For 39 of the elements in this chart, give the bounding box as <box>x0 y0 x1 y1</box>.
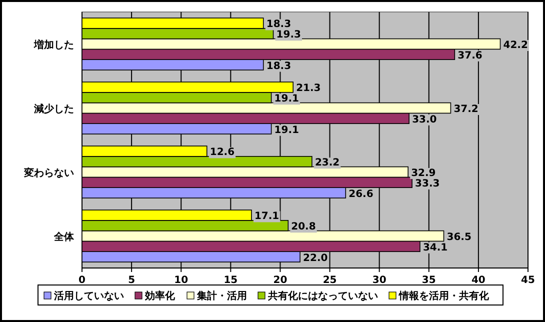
data-label: 21.3 <box>296 83 321 94</box>
data-label: 19.3 <box>276 30 301 41</box>
data-label: 23.2 <box>314 158 340 169</box>
x-tick-label: 30 <box>372 275 386 286</box>
x-tick-label: 35 <box>422 275 436 286</box>
x-tick-label: 0 <box>78 275 86 286</box>
data-label: 34.1 <box>422 242 448 254</box>
legend-label: 共有化にはなっていない <box>267 290 378 302</box>
x-tick-label: 40 <box>471 275 486 286</box>
data-label: 22.0 <box>303 252 328 264</box>
x-tick-label: 20 <box>273 275 288 286</box>
y-tick-label: 変わらない <box>23 167 74 179</box>
legend-label: 効率化 <box>144 290 176 302</box>
x-tick-label: 5 <box>128 275 136 286</box>
data-label: 33.0 <box>412 114 437 126</box>
data-label: 20.8 <box>291 222 316 233</box>
data-label: 18.3 <box>266 60 292 72</box>
data-label: 17.1 <box>254 211 280 222</box>
data-label: 37.2 <box>454 104 478 115</box>
x-tick-label: 10 <box>174 275 188 286</box>
data-label: 19.1 <box>274 124 300 136</box>
data-label: 26.6 <box>348 188 374 200</box>
y-tick-label: 全体 <box>53 231 75 243</box>
y-tick-label: 減少した <box>33 103 74 115</box>
data-label: 33.3 <box>415 178 440 190</box>
legend-label: 情報を活用・共有化 <box>398 290 490 302</box>
x-tick-label: 45 <box>521 275 535 286</box>
x-tick-label: 15 <box>224 275 238 286</box>
data-label: 19.1 <box>274 94 300 105</box>
data-label: 37.6 <box>458 50 482 62</box>
data-label: 18.3 <box>266 19 292 30</box>
legend-label: 活用していない <box>53 290 124 302</box>
legend-label: 集計・活用 <box>196 290 247 302</box>
y-tick-label: 増加した <box>33 39 74 51</box>
data-label: 36.5 <box>446 232 472 243</box>
data-label: 32.9 <box>411 168 436 179</box>
x-tick-label: 25 <box>322 275 337 286</box>
data-label: 12.6 <box>210 147 235 158</box>
data-label: 42.2 <box>503 40 528 51</box>
